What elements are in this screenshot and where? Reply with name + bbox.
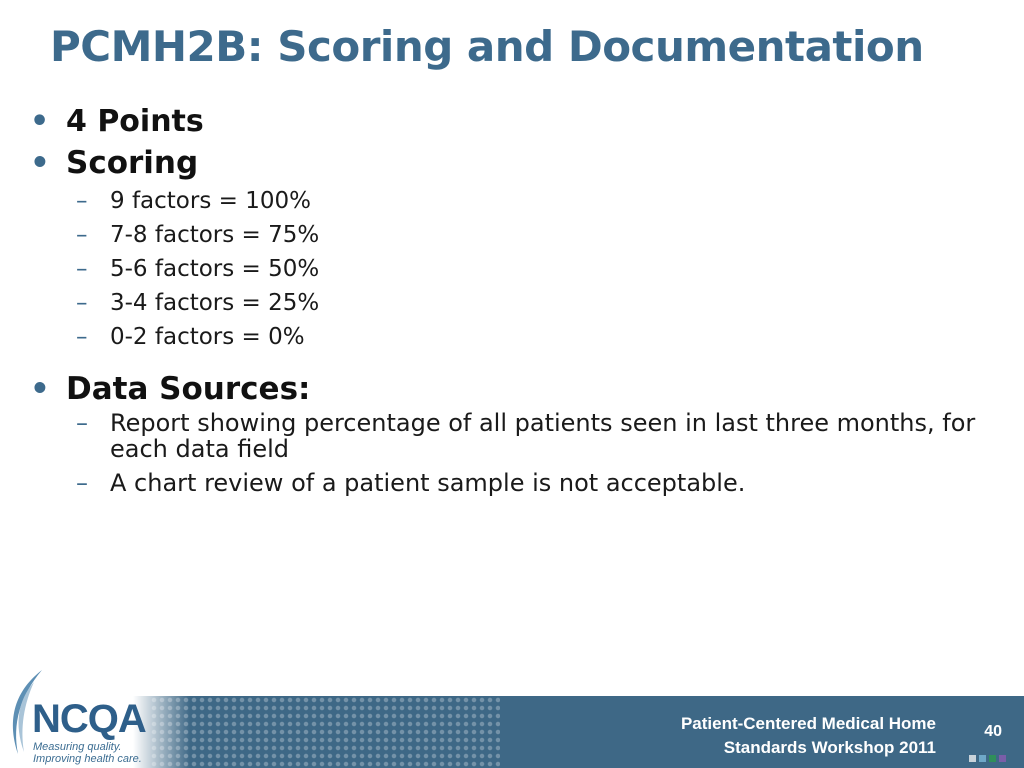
scoring-text: 9 factors = 100% [110,188,311,214]
bullet-text: Data Sources: [66,371,311,407]
footer-line-1: Patient-Centered Medical Home [680,714,936,733]
scoring-text: 3-4 factors = 25% [110,290,320,316]
bullet-icon: • [30,104,50,139]
page-number: 40 [984,723,1002,740]
logo-tagline-2: Improving health care. [33,753,142,765]
scoring-item: – 5-6 factors = 50% [30,252,984,286]
scoring-text: 0-2 factors = 0% [110,324,305,350]
dash-icon: – [76,290,88,316]
scoring-item: – 7-8 factors = 75% [30,218,984,252]
bullet-text: Scoring [66,145,199,181]
source-item: – Report showing percentage of all patie… [30,410,984,462]
dash-icon: – [76,256,88,282]
color-squares [969,755,1006,762]
dash-icon: – [76,188,88,214]
scoring-item: – 3-4 factors = 25% [30,286,984,320]
square-2 [979,755,986,762]
dash-icon: – [76,324,88,350]
logo-tagline-1: Measuring quality. [33,741,122,753]
bullet-icon: • [30,145,50,181]
scoring-text: 5-6 factors = 50% [110,256,320,282]
ncqa-logo: NCQA Measuring quality. Improving health… [0,670,190,768]
source-text: A chart review of a patient sample is no… [110,469,746,497]
bullet-points: • 4 Points [30,102,984,142]
scoring-item: – 9 factors = 100% [30,184,984,218]
bullet-icon: • [30,371,50,407]
dash-icon: – [76,469,88,497]
bullet-text: 4 Points [66,104,204,139]
square-4 [999,755,1006,762]
bullet-scoring: • Scoring [30,142,984,184]
dot-pattern [150,696,500,768]
bullet-data-sources: • Data Sources: [30,368,984,410]
dash-icon: – [76,409,88,437]
spacer [30,354,984,368]
dash-icon: – [76,222,88,248]
logo-wordmark: NCQA [32,697,147,741]
source-text: Report showing percentage of all patient… [110,409,976,463]
slide-content: • 4 Points • Scoring – 9 factors = 100% … [30,102,984,504]
square-3 [989,755,996,762]
logo-swoosh-icon [12,670,42,754]
square-1 [969,755,976,762]
source-item: – A chart review of a patient sample is … [30,470,984,496]
scoring-text: 7-8 factors = 75% [110,222,320,248]
footer-caption: Patient-Centered Medical Home Standards … [681,712,936,760]
scoring-item: – 0-2 factors = 0% [30,320,984,354]
footer-line-2: Standards Workshop 2011 [723,738,936,757]
slide-title: PCMH2B: Scoring and Documentation [50,22,924,71]
